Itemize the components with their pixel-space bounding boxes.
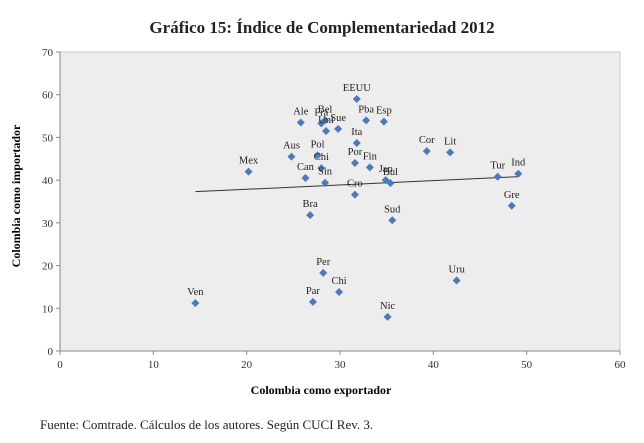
data-point	[446, 148, 455, 157]
data-point	[350, 190, 359, 199]
chart-source-note: Fuente: Comtrade. Cálculos de los autore…	[40, 417, 374, 432]
point-label: Bel	[318, 104, 333, 115]
x-tick-label: 10	[148, 359, 160, 371]
point-label: Uru	[448, 265, 465, 276]
data-point	[350, 159, 359, 168]
point-label: Ind	[511, 158, 526, 169]
data-point	[296, 118, 305, 127]
data-point	[383, 312, 392, 321]
data-point	[388, 216, 397, 225]
point-label: Can	[297, 162, 315, 173]
y-tick-label: 40	[42, 175, 54, 187]
point-label: Pol	[311, 139, 325, 150]
point-label: Bra	[303, 199, 319, 210]
point-label: Tur	[490, 161, 505, 172]
point-label: Chi	[314, 152, 329, 163]
data-point	[244, 167, 253, 176]
y-axis-label: Colombia como importador	[9, 124, 23, 267]
point-label: Esp	[376, 106, 392, 117]
data-point	[386, 179, 395, 188]
point-label: Mex	[239, 156, 259, 167]
point-label: Jap	[379, 164, 393, 175]
point-label: Ita	[351, 127, 362, 138]
data-point	[514, 169, 523, 178]
y-tick-label: 0	[48, 346, 54, 358]
point-label: Ven	[187, 287, 204, 298]
point-label: Sud	[384, 204, 401, 215]
data-point	[452, 276, 461, 285]
point-label: Cro	[347, 179, 363, 190]
trendline-layer	[195, 176, 518, 193]
data-point	[313, 151, 322, 160]
data-point	[379, 117, 388, 126]
point-label: EEUU	[343, 83, 371, 94]
x-tick-label: 20	[241, 359, 253, 371]
y-tick-label: 20	[42, 261, 54, 273]
data-point	[362, 116, 371, 125]
point-label: Fin	[363, 151, 378, 162]
data-point	[334, 124, 343, 133]
point-label: Lit	[444, 136, 456, 147]
data-point	[493, 172, 502, 181]
trendline	[195, 176, 518, 193]
axes: 0 10 20 30 40 50 60 0 10 20 30 40 50 60 70	[42, 47, 626, 371]
point-label: Bul	[383, 167, 398, 178]
point-label: Per	[316, 257, 331, 268]
data-point	[352, 94, 361, 103]
point-label: Aus	[283, 141, 300, 152]
point-label: Fra	[314, 107, 328, 118]
y-tick-label: 30	[42, 218, 54, 230]
x-axis-label: Colombia como exportador	[251, 383, 392, 397]
y-tick-label: 60	[42, 90, 54, 102]
data-point	[301, 174, 310, 183]
data-point	[422, 147, 431, 156]
y-tick-label: 70	[42, 47, 54, 59]
data-point	[191, 299, 200, 308]
data-point	[306, 211, 315, 220]
chart-title: Gráfico 15: Índice de Complementariedad …	[149, 18, 495, 37]
point-label: Por	[348, 147, 363, 158]
x-tick-label: 30	[335, 359, 347, 371]
x-tick-label: 40	[428, 359, 440, 371]
data-point	[317, 164, 326, 173]
data-point	[335, 288, 344, 297]
point-label: Par	[306, 286, 321, 297]
data-point	[322, 127, 330, 136]
x-tick-label: 60	[615, 359, 627, 371]
point-label: Sin	[318, 167, 333, 178]
data-point	[319, 268, 328, 277]
point-label: Gre	[504, 190, 520, 201]
plot-area	[59, 51, 621, 352]
point-label: Uni	[318, 115, 334, 126]
point-label: Cor	[419, 135, 435, 146]
x-tick-label: 0	[57, 359, 63, 371]
data-point	[321, 116, 330, 125]
data-point	[321, 178, 330, 187]
data-point	[287, 152, 296, 161]
point-label: Chi	[331, 276, 346, 287]
y-tick-label: 10	[42, 303, 54, 315]
data-point	[308, 297, 317, 306]
data-point	[507, 201, 516, 210]
x-tick-label: 50	[521, 359, 533, 371]
data-point	[365, 163, 374, 172]
y-tick-label: 50	[42, 132, 54, 144]
point-label: Nic	[380, 301, 396, 312]
point-label: Ale	[293, 106, 309, 117]
data-point	[352, 138, 361, 147]
point-label: Sue	[330, 113, 346, 124]
point-label: Pba	[358, 104, 374, 115]
